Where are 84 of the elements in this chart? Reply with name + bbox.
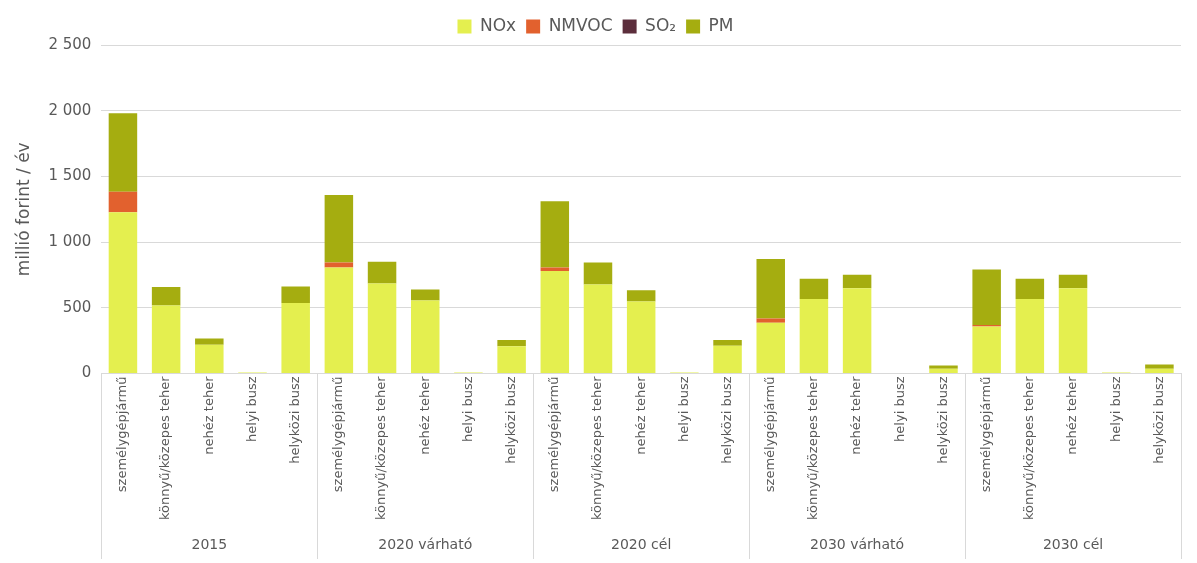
x-tick-label: könnyű/közepes teher	[157, 375, 173, 520]
y-tick-label: 1 500	[48, 166, 92, 185]
bar	[281, 286, 310, 303]
x-tick-label: könnyű/közepes teher	[373, 375, 389, 520]
y-tick-label: 2 000	[48, 100, 92, 119]
bar	[540, 267, 570, 271]
y-tick-label: 2 500	[48, 34, 92, 53]
bar	[929, 365, 958, 369]
x-tick-label: helyi busz	[675, 376, 691, 442]
bar	[626, 301, 656, 374]
bar	[367, 283, 397, 374]
x-tick-label: könnyű/közepes teher	[1021, 375, 1037, 520]
x-tick-label: helyközi busz	[934, 376, 950, 464]
x-tick-label: személygépjármű	[330, 376, 346, 493]
bar	[583, 284, 613, 374]
text: 2030 várható	[810, 535, 905, 552]
bar	[1145, 368, 1174, 374]
x-tick-label: személygépjármű	[762, 376, 778, 493]
text: 2015	[191, 535, 228, 552]
bar	[626, 290, 656, 302]
bar	[842, 288, 872, 374]
y-axis-title: millió forint / év	[12, 142, 33, 277]
bar	[324, 267, 354, 374]
bar	[972, 326, 1001, 374]
bar	[1145, 364, 1174, 369]
bar	[410, 289, 440, 301]
x-tick-label: helyi busz	[459, 376, 475, 442]
legend-label: PM	[708, 14, 734, 35]
x-tick-label: helyi busz	[891, 376, 907, 442]
x-tick-label: személygépjármű	[546, 376, 562, 493]
bar	[108, 191, 138, 213]
bar	[108, 113, 138, 192]
x-tick-label: helyközi busz	[502, 376, 518, 464]
bar	[540, 270, 570, 374]
x-tick-label: személygépjármű	[114, 376, 130, 493]
bar	[195, 344, 224, 374]
y-tick-label: 1 000	[48, 232, 92, 250]
bar	[324, 195, 354, 263]
x-tick-label: helyi busz	[243, 376, 259, 442]
bar	[497, 340, 526, 347]
x-tick-label: nehéz teher	[416, 375, 432, 455]
x-tick-label: nehéz teher	[848, 375, 864, 455]
bar	[497, 346, 526, 374]
text: 2020 cél	[611, 535, 672, 552]
x-tick-label: helyközi busz	[287, 376, 303, 464]
bar	[195, 338, 224, 345]
bar	[799, 278, 829, 299]
legend-label: NMVOC	[548, 14, 613, 35]
x-tick-label: helyközi busz	[1150, 376, 1166, 464]
bar	[713, 339, 742, 346]
bar	[151, 286, 181, 306]
bar	[929, 368, 958, 374]
text: 2030 cél	[1042, 535, 1104, 552]
bar	[799, 298, 829, 374]
x-tick-label: helyközi busz	[718, 376, 734, 464]
bar	[281, 302, 310, 374]
bar	[972, 269, 1001, 326]
bar	[756, 258, 785, 319]
text: 2020 várható	[378, 535, 473, 552]
x-tick-label: személygépjármű	[978, 376, 994, 493]
x-tick-label: nehéz teher	[1064, 375, 1080, 455]
bar	[756, 318, 785, 323]
bar	[1015, 298, 1045, 374]
bar	[1058, 288, 1088, 374]
x-tick-label: helyi busz	[1107, 376, 1123, 442]
bar	[540, 201, 570, 268]
x-tick-label: nehéz teher	[632, 375, 648, 455]
x-tick-label: nehéz teher	[200, 375, 216, 455]
bar	[1015, 278, 1045, 299]
bar	[842, 274, 872, 289]
legend-label: NOx	[479, 14, 517, 35]
x-tick-label: könnyű/közepes teher	[805, 375, 821, 520]
bar	[367, 261, 397, 284]
y-tick-label: 0	[81, 363, 92, 382]
bar	[1058, 274, 1088, 289]
bar	[410, 300, 440, 374]
x-tick-label: könnyű/közepes teher	[589, 375, 605, 520]
bar	[151, 305, 181, 374]
bar	[713, 345, 742, 374]
y-tick-label: 500	[62, 297, 92, 316]
bar	[756, 322, 785, 374]
bar	[108, 212, 138, 374]
legend-label: SO₂	[645, 14, 677, 35]
bar	[583, 262, 613, 285]
